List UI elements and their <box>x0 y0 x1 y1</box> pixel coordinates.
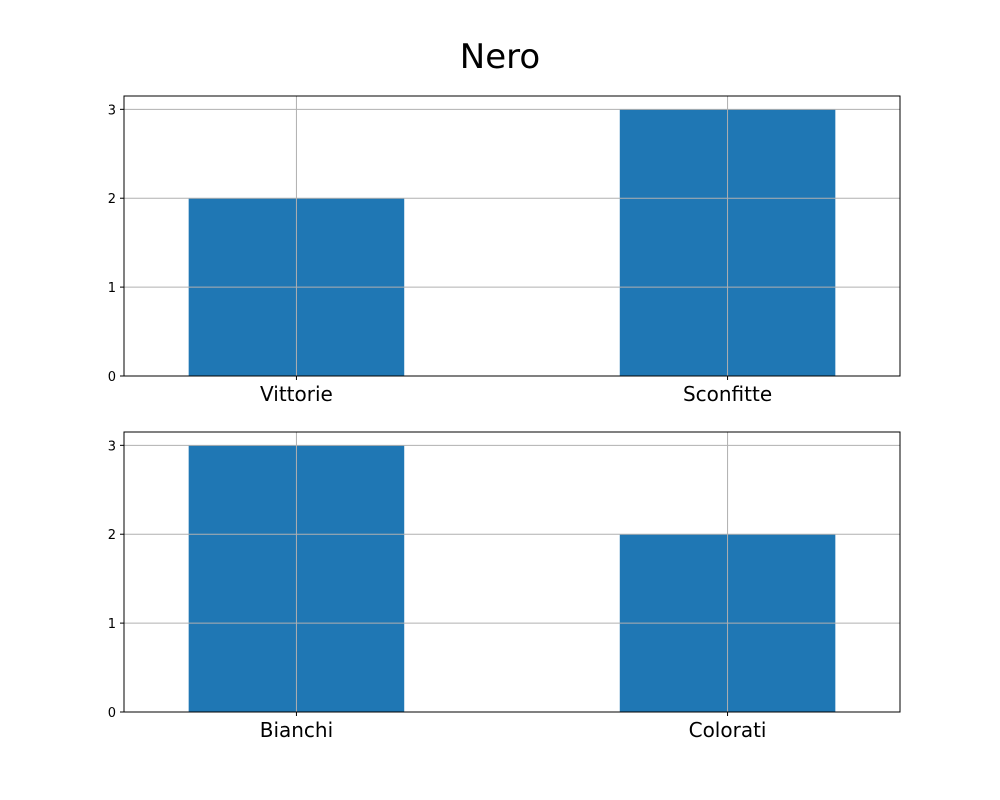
subplots: 0 1 2 3 Vittorie Sconfitte 0 1 2 3 Bianchi Colorati <box>108 95 901 742</box>
x-tick-label-vittorie: Vittorie <box>260 382 333 406</box>
subplot-2: 0 1 2 3 Bianchi Colorati <box>108 431 901 742</box>
y-tick-label: 1 <box>108 617 116 632</box>
axes-frame <box>123 95 901 377</box>
subplot-1: 0 1 2 3 Vittorie Sconfitte <box>108 95 901 406</box>
x-tick-label-colorati: Colorati <box>689 718 767 742</box>
y-tick-label: 3 <box>108 103 116 118</box>
x-tick-label-sconfitte: Sconfitte <box>683 382 772 406</box>
y-tick-label: 0 <box>108 706 116 721</box>
y-tick-label: 0 <box>108 370 116 385</box>
y-tick-label: 2 <box>108 528 116 543</box>
x-tick-label-bianchi: Bianchi <box>260 718 333 742</box>
y-tick-label: 3 <box>108 439 116 454</box>
axes-frame <box>123 431 901 713</box>
y-tick-label: 2 <box>108 192 116 207</box>
chart-title: Nero <box>460 37 540 77</box>
y-tick-label: 1 <box>108 281 116 296</box>
